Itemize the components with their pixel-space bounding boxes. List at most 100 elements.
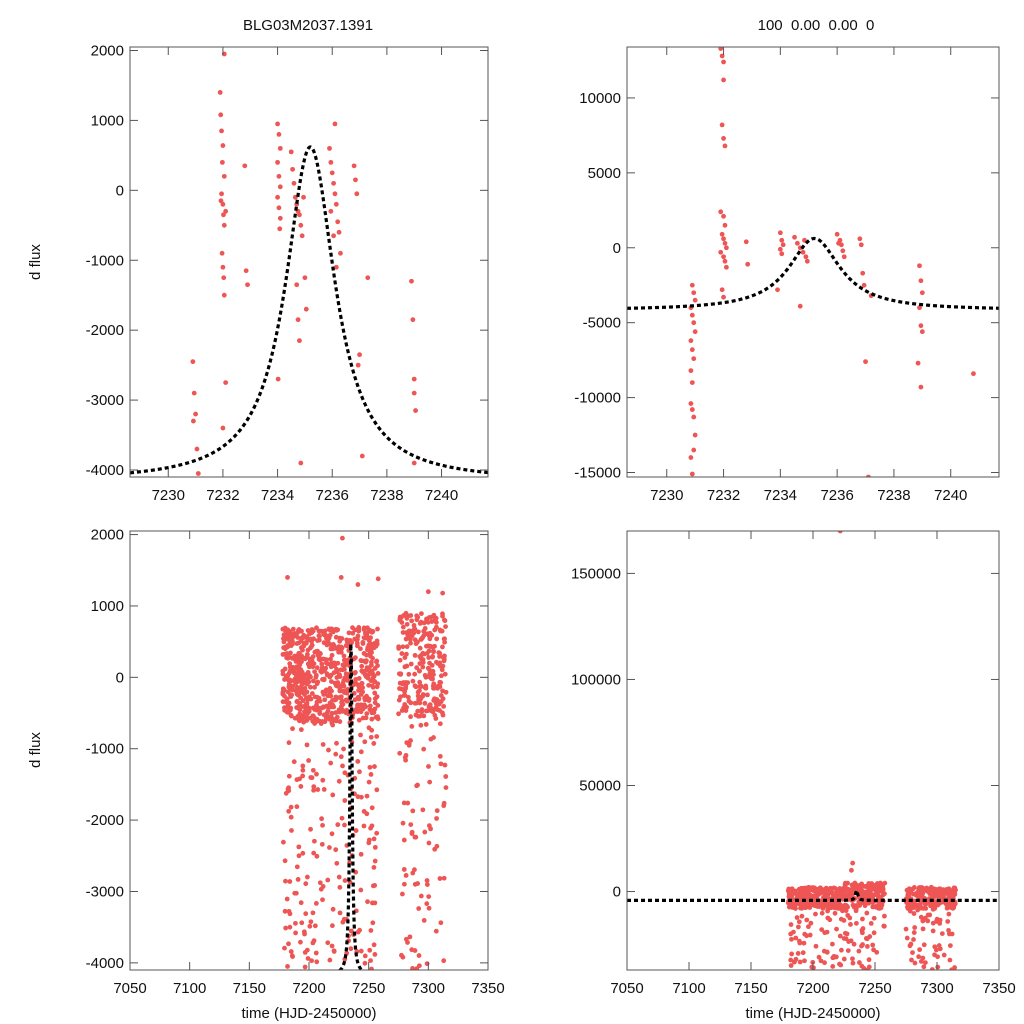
data-point-bottom-left-523 — [331, 949, 337, 954]
data-point-bottom-right-512 — [939, 931, 945, 937]
data-point-bottom-left-31 — [296, 844, 302, 850]
data-point-bottom-left-421 — [331, 670, 337, 676]
data-point-bottom-left-807 — [369, 629, 375, 635]
data-point-bottom-right-400 — [882, 913, 887, 919]
data-point-top-left-10 — [219, 159, 225, 165]
data-point-top-right-5 — [691, 320, 697, 326]
data-point-bottom-left-215 — [297, 658, 303, 664]
data-point-bottom-left-598 — [339, 815, 345, 821]
data-point-bottom-right-211 — [793, 935, 799, 941]
data-point-bottom-left-1160 — [421, 746, 427, 752]
data-point-bottom-right-685 — [932, 944, 938, 950]
data-point-bottom-right-495 — [845, 886, 851, 892]
data-point-bottom-left-493 — [322, 697, 328, 703]
data-point-bottom-right-282 — [832, 905, 838, 911]
data-point-bottom-right-515 — [911, 937, 916, 942]
data-point-bottom-left-921 — [442, 636, 447, 642]
data-point-bottom-left-219 — [282, 908, 288, 914]
data-point-top-left-70 — [354, 191, 360, 197]
data-point-bottom-left-843 — [358, 709, 364, 715]
data-point-bottom-left-820 — [362, 630, 368, 636]
data-point-bottom-left-386 — [301, 632, 307, 638]
data-point-bottom-left-593 — [341, 677, 347, 683]
data-point-bottom-right-205 — [820, 887, 826, 893]
data-point-bottom-right-491 — [881, 923, 887, 929]
data-point-bottom-left-1070 — [405, 800, 411, 806]
y-tick-label-bottom-left-0: 2000 — [91, 527, 124, 544]
data-point-bottom-left-1129 — [427, 630, 433, 636]
data-point-top-right-66 — [865, 474, 871, 477]
data-point-bottom-left-519 — [327, 957, 333, 963]
data-point-bottom-right-480 — [862, 884, 868, 889]
data-point-bottom-left-729 — [364, 652, 369, 658]
data-point-bottom-left-819 — [371, 865, 377, 870]
data-point-bottom-left-296 — [303, 911, 309, 917]
data-point-top-right-30 — [721, 236, 726, 242]
data-point-bottom-left-976 — [403, 752, 409, 758]
data-point-bottom-left-445 — [310, 628, 316, 634]
data-point-bottom-left-375 — [310, 767, 316, 773]
data-point-bottom-left-638 — [372, 690, 378, 696]
data-point-top-right-43 — [780, 242, 786, 248]
data-point-bottom-right-736 — [923, 901, 929, 907]
data-point-bottom-left-427 — [305, 956, 311, 961]
data-point-bottom-left-409 — [320, 777, 326, 783]
data-point-bottom-left-1000 — [418, 683, 424, 689]
data-point-top-right-68 — [917, 263, 922, 269]
data-point-bottom-left-801 — [352, 627, 358, 633]
data-point-bottom-left-1116 — [423, 631, 428, 637]
data-point-bottom-right-475 — [871, 915, 877, 921]
data-point-bottom-right-750 — [837, 531, 843, 534]
data-point-bottom-left-1096 — [399, 620, 405, 625]
data-point-bottom-left-804 — [352, 670, 358, 676]
data-point-bottom-right-656 — [904, 935, 910, 941]
data-point-top-right-18 — [689, 471, 695, 477]
data-point-bottom-right-285 — [798, 894, 804, 900]
data-point-top-left-45 — [297, 212, 302, 218]
data-point-bottom-left-752 — [375, 703, 381, 708]
data-point-top-right-10 — [688, 368, 694, 374]
data-point-top-right-65 — [863, 359, 868, 365]
x-tick-label-bottom-right-5: 7300 — [920, 980, 953, 997]
data-point-bottom-left-836 — [371, 942, 377, 948]
data-point-bottom-right-696 — [950, 905, 956, 911]
data-point-bottom-left-456 — [318, 651, 323, 657]
data-point-bottom-right-456 — [868, 886, 874, 892]
data-point-bottom-left-675 — [363, 674, 369, 680]
data-point-bottom-left-833 — [352, 655, 358, 661]
data-point-bottom-right-239 — [821, 948, 827, 954]
data-point-bottom-left-823 — [367, 707, 373, 713]
data-point-bottom-left-910 — [421, 713, 427, 719]
data-point-bottom-right-466 — [874, 881, 880, 886]
data-point-bottom-left-488 — [314, 771, 319, 777]
data-point-bottom-left-978 — [420, 692, 426, 697]
data-point-bottom-left-1075 — [417, 688, 422, 694]
data-point-bottom-right-649 — [918, 914, 924, 920]
data-point-bottom-left-1071 — [427, 636, 433, 642]
data-point-bottom-left-206 — [290, 626, 296, 632]
data-point-bottom-left-1161 — [440, 696, 446, 702]
data-point-bottom-left-859 — [366, 725, 372, 731]
data-point-top-left-35 — [276, 205, 282, 211]
y-tick-label-top-right-0: 10000 — [579, 90, 621, 107]
y-tick-label-top-left-6: -4000 — [86, 462, 124, 479]
data-point-bottom-left-1085 — [417, 661, 423, 666]
data-point-bottom-right-460 — [875, 889, 881, 895]
data-point-top-right-13 — [689, 407, 695, 412]
data-point-bottom-left-1119 — [418, 722, 424, 728]
data-point-bottom-left-223 — [282, 705, 287, 711]
data-point-bottom-left-133 — [299, 920, 305, 926]
data-point-bottom-right-404 — [844, 931, 850, 937]
data-point-bottom-right-370 — [850, 902, 856, 908]
data-point-bottom-left-727 — [374, 734, 380, 739]
data-point-top-left-39 — [288, 149, 294, 155]
data-point-bottom-right-288 — [827, 887, 833, 892]
data-point-bottom-left-1073 — [437, 753, 443, 759]
data-point-bottom-right-241 — [822, 960, 827, 966]
data-point-bottom-left-525 — [305, 628, 311, 633]
data-point-bottom-left-1184 — [433, 624, 439, 630]
data-point-bottom-left-93 — [282, 858, 288, 864]
data-point-bottom-left-413 — [320, 719, 326, 724]
data-point-bottom-left-879 — [429, 662, 435, 668]
data-point-bottom-left-776 — [354, 637, 360, 643]
